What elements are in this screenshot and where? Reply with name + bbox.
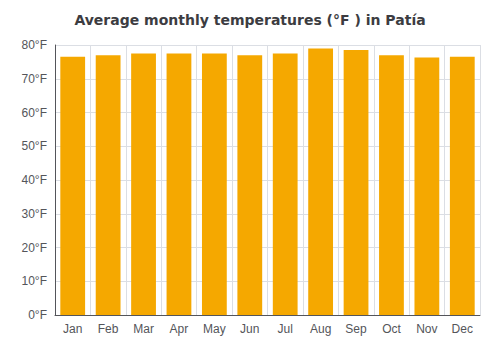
svg-text:Dec: Dec xyxy=(452,322,473,336)
svg-text:Feb: Feb xyxy=(98,322,119,336)
svg-text:20°F: 20°F xyxy=(22,241,47,255)
svg-text:Apr: Apr xyxy=(170,322,189,336)
svg-text:Oct: Oct xyxy=(382,322,401,336)
svg-text:Mar: Mar xyxy=(133,322,154,336)
svg-text:0°F: 0°F xyxy=(28,308,47,322)
svg-text:Nov: Nov xyxy=(416,322,437,336)
svg-text:50°F: 50°F xyxy=(22,139,47,153)
svg-text:60°F: 60°F xyxy=(22,106,47,120)
svg-text:70°F: 70°F xyxy=(22,72,47,86)
svg-text:Sep: Sep xyxy=(345,322,367,336)
svg-text:Jun: Jun xyxy=(240,322,259,336)
svg-text:30°F: 30°F xyxy=(22,207,47,221)
svg-text:Jan: Jan xyxy=(63,322,82,336)
svg-text:Aug: Aug xyxy=(310,322,331,336)
svg-text:May: May xyxy=(203,322,226,336)
svg-text:Jul: Jul xyxy=(278,322,293,336)
svg-text:10°F: 10°F xyxy=(22,274,47,288)
svg-text:Average monthly temperatures (: Average monthly temperatures (°F ) in Pa… xyxy=(74,12,425,28)
svg-text:40°F: 40°F xyxy=(22,173,47,187)
svg-text:80°F: 80°F xyxy=(22,38,47,52)
